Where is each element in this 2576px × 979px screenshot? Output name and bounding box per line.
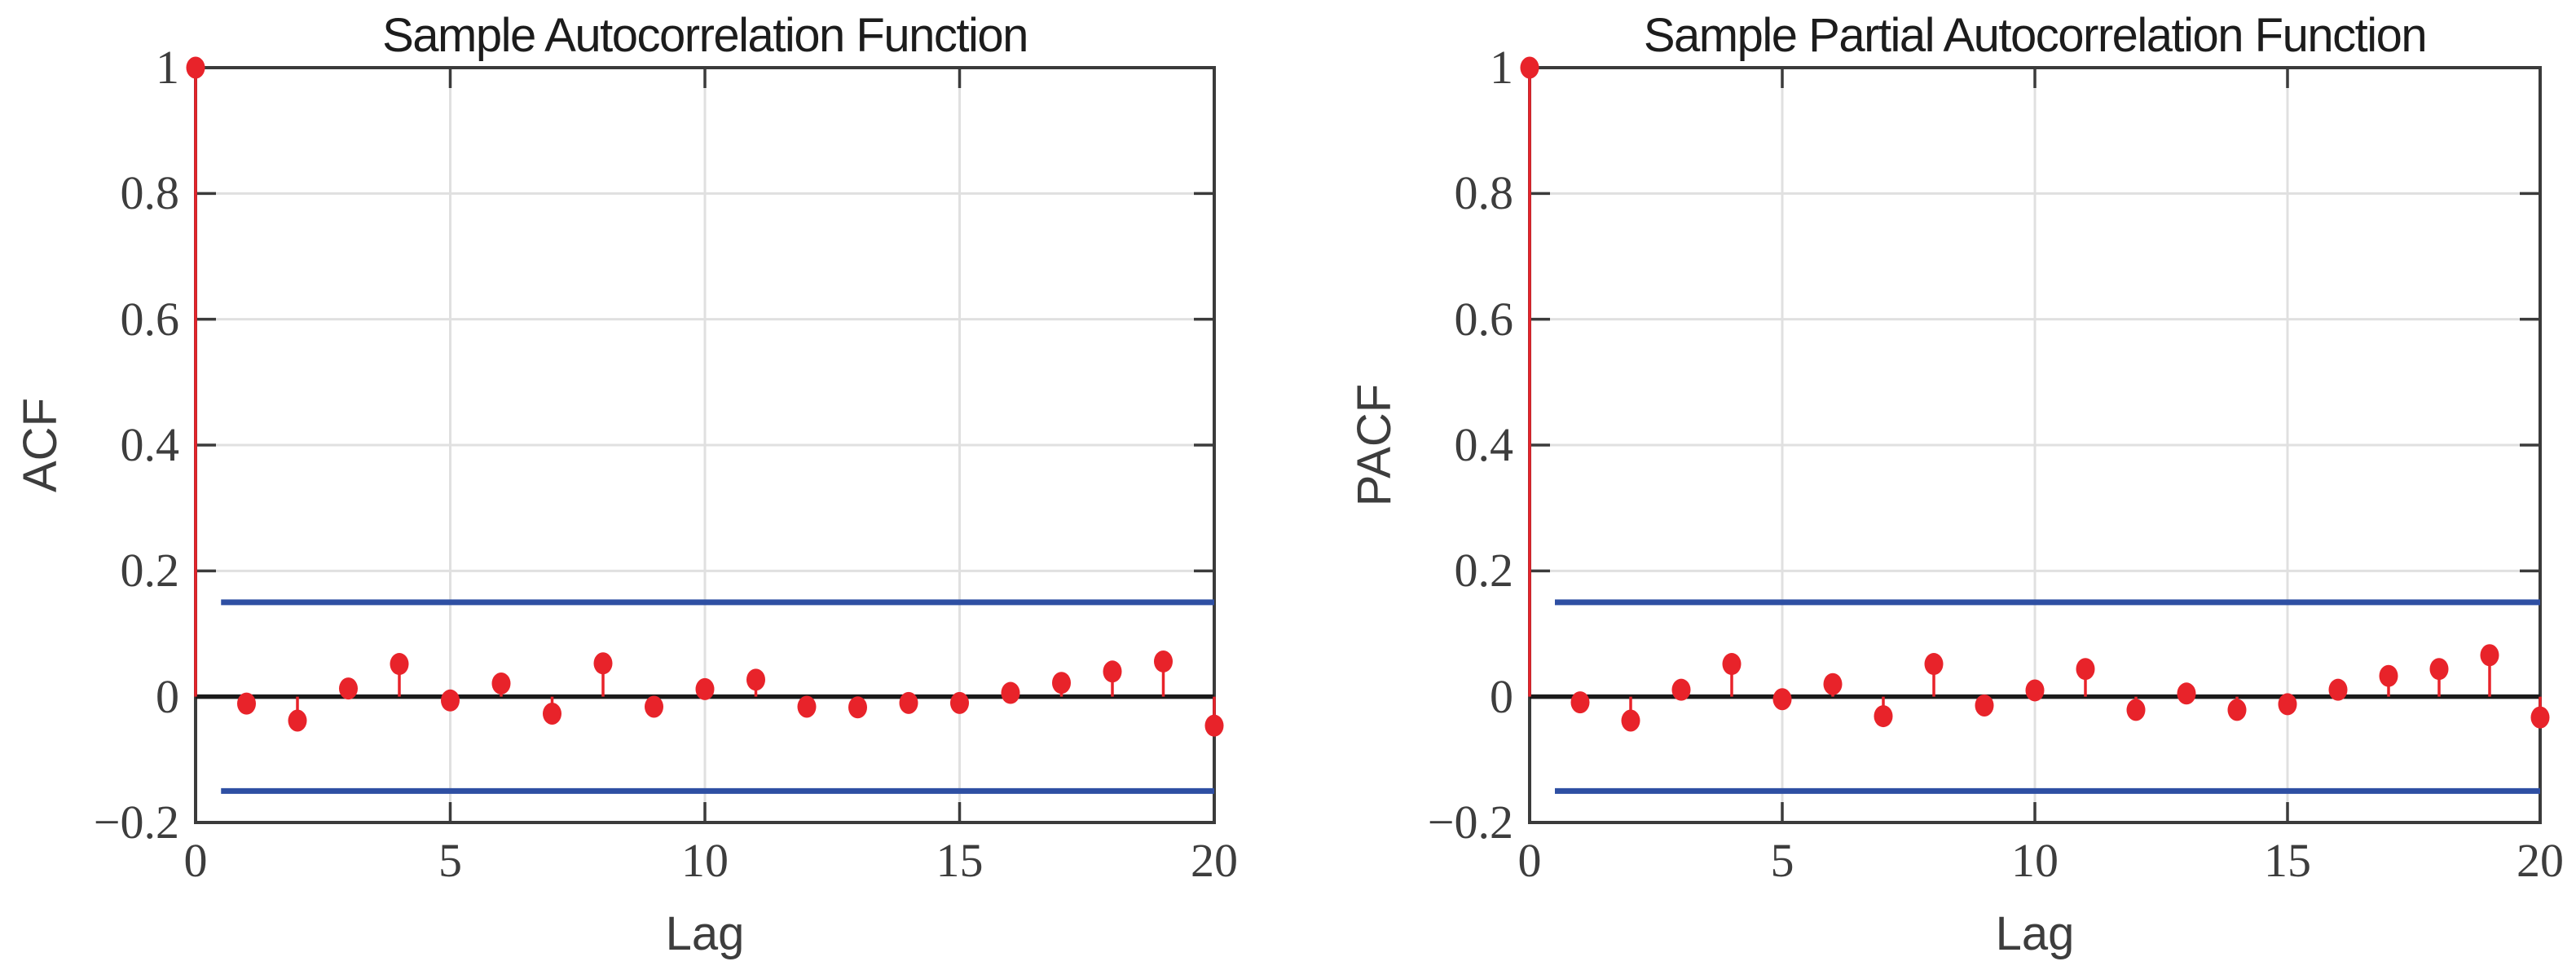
stem-marker [2328,678,2348,701]
x-tick-label: 15 [2264,834,2311,887]
stem-marker [797,695,817,718]
x-tick-label: 0 [183,834,208,887]
stem-marker [1570,691,1590,714]
stem-marker [390,653,409,676]
y-tick-label: 0.8 [120,166,180,220]
stem-marker [746,668,765,691]
stem-marker [950,691,969,714]
stem-marker [2025,679,2045,702]
x-tick-label: 15 [936,834,984,887]
stem-marker [2379,664,2398,687]
stem-marker [339,677,358,700]
stem-marker [441,689,460,712]
stem-marker [186,56,205,79]
x-tick-label: 10 [2011,834,2059,887]
stem-marker [543,703,561,725]
stem-marker [2429,658,2449,681]
x-tick-label: 5 [1770,834,1794,887]
y-tick-label: 0.6 [120,292,180,346]
y-tick-label: −0.2 [1427,796,1513,849]
x-tick-label: 0 [1517,834,1542,887]
y-tick-label: 0.4 [1454,418,1514,471]
stem-marker [2530,706,2550,729]
stem-marker [645,695,663,718]
stem-marker [1154,650,1173,673]
stem-marker [1621,709,1640,732]
x-tick-label: 20 [2517,834,2564,887]
x-tick-label: 20 [1191,834,1238,887]
y-tick-label: 0.4 [120,418,180,471]
left-plot-title: Sample Autocorrelation Function [382,9,1028,62]
stem-marker [899,691,918,714]
stem-marker [1924,653,1944,676]
stem-marker [695,677,715,700]
y-tick-label: −0.2 [93,796,179,849]
axes-plot-0 [186,56,1224,824]
stem-marker [1520,56,1539,79]
stem-marker [2278,693,2297,716]
stem-marker [237,692,256,715]
stem-marker [2126,699,2146,721]
axes-plot-1 [1520,56,2550,824]
y-tick-label: 1 [156,41,179,94]
x-tick-label: 10 [681,834,729,887]
y-tick-label: 0.6 [1454,292,1514,346]
stem-marker [1103,660,1122,683]
y-tick-label: 0.2 [1454,544,1514,598]
y-tick-label: 0 [156,669,179,723]
stem-marker [288,709,307,732]
stem-marker [593,652,613,675]
right-x-axis-label: Lag [1995,907,2075,960]
stem-marker [1823,673,1843,695]
y-tick-label: 0 [1490,669,1513,723]
stem-marker [1204,714,1224,737]
stem-marker [1722,653,1742,676]
stem-marker [2076,658,2095,681]
y-tick-label: 1 [1490,41,1513,94]
stem-marker [1772,688,1792,711]
stem-marker [1052,672,1071,695]
right-plot-title: Sample Partial Autocorrelation Function [1643,9,2428,62]
stem-marker [1874,705,1893,728]
left-x-axis-label: Lag [665,907,745,960]
stem-marker [2480,644,2499,667]
x-tick-label: 5 [438,834,462,887]
stem-marker [491,672,511,695]
stem-marker [1975,694,1994,717]
stem-marker [2227,699,2247,721]
stem-marker [2177,682,2196,705]
y-tick-label: 0.2 [120,544,180,598]
y-tick-label: 0.8 [1454,166,1514,220]
stem-marker [1001,681,1020,704]
stem-marker [1671,678,1691,701]
stem-marker [848,696,867,719]
